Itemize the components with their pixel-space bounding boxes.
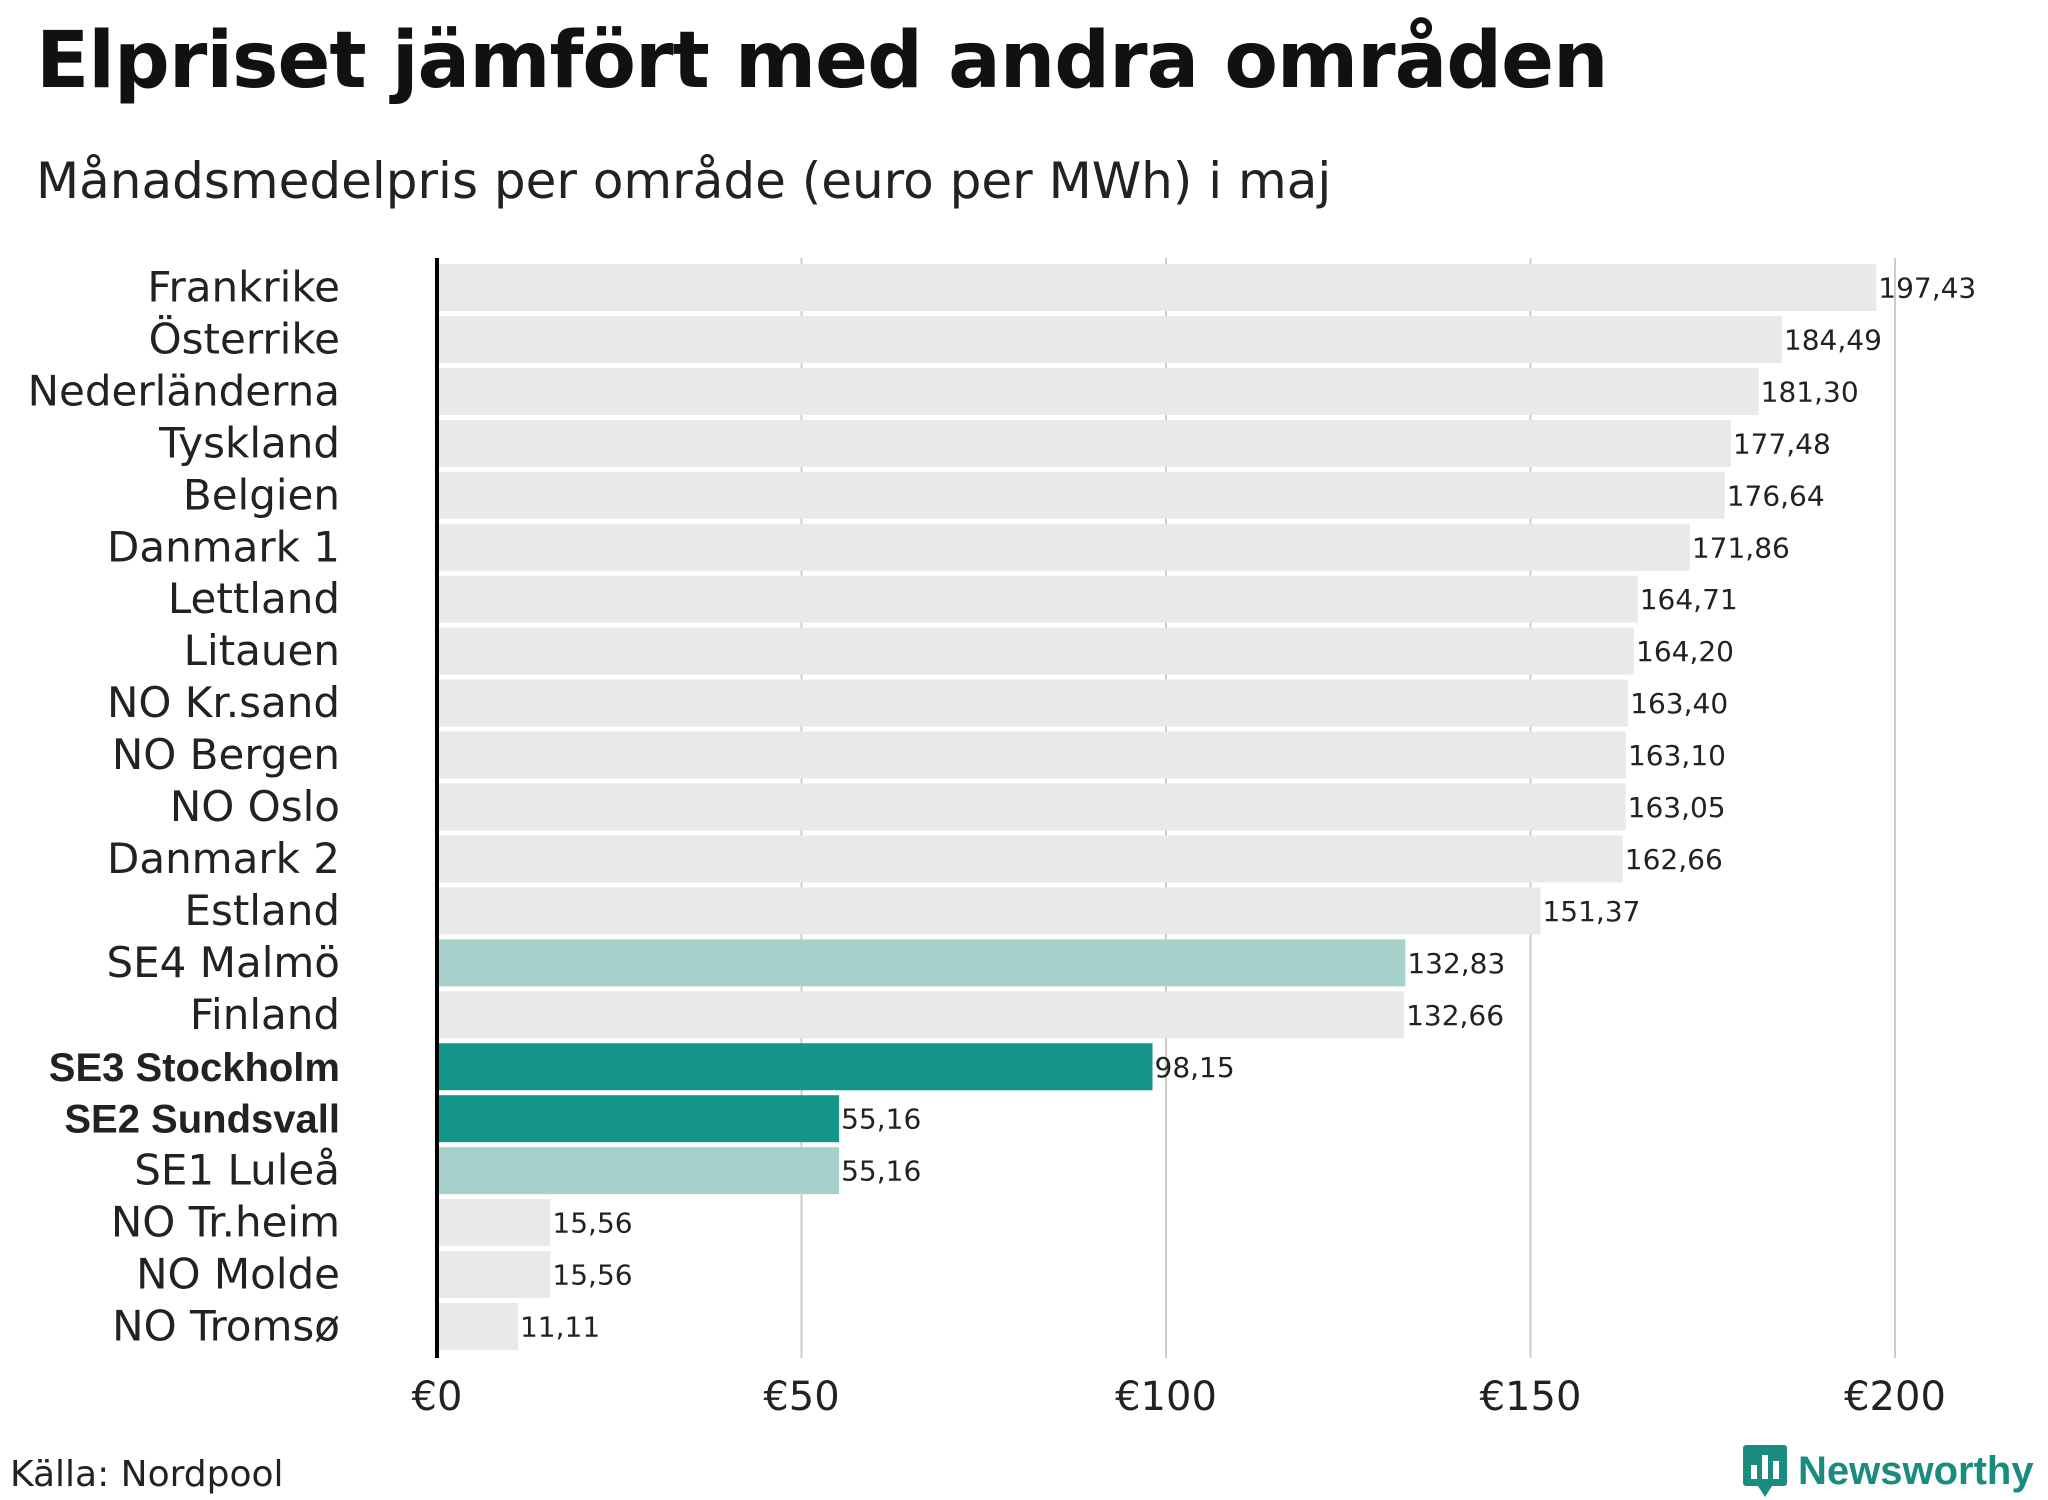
category-label: SE4 Malmö: [106, 938, 340, 987]
category-label: NO Bergen: [112, 730, 340, 779]
bar: [437, 1147, 840, 1195]
bar: [437, 1251, 551, 1299]
category-label: Frankrike: [147, 263, 340, 312]
value-label: 98,15: [1155, 1051, 1235, 1084]
category-label: SE1 Luleå: [134, 1146, 340, 1195]
value-label: 164,20: [1636, 635, 1734, 668]
newsworthy-logo-icon: [1743, 1445, 1787, 1497]
x-tick-label: €150: [1480, 1374, 1582, 1420]
value-label: 55,16: [841, 1155, 921, 1188]
value-label: 184,49: [1784, 323, 1882, 356]
brand-name: Newsworthy: [1798, 1448, 2034, 1493]
x-tick-label: €50: [763, 1374, 839, 1420]
value-label: 181,30: [1761, 375, 1859, 408]
value-label: 163,40: [1630, 687, 1728, 720]
category-label: Litauen: [184, 626, 340, 675]
value-label: 163,05: [1628, 791, 1726, 824]
category-label: Nederländerna: [28, 366, 340, 415]
category-label: Belgien: [183, 470, 340, 519]
source-note: Källa: Nordpool: [10, 1454, 284, 1495]
value-label: 176,64: [1727, 479, 1825, 512]
bar: [437, 627, 1635, 675]
category-label: Österrike: [149, 313, 340, 363]
category-label: Lettland: [168, 574, 340, 623]
bar: [437, 1199, 551, 1247]
value-label: 162,66: [1625, 843, 1723, 876]
value-label: 163,10: [1628, 739, 1726, 772]
category-label: Danmark 1: [107, 522, 340, 571]
category-label: SE2 Sundsvall: [64, 1098, 340, 1142]
bar: [437, 264, 1877, 311]
bar: [437, 1043, 1153, 1091]
bar: [437, 471, 1725, 519]
category-label: NO Tr.heim: [111, 1198, 340, 1247]
category-label: Danmark 2: [107, 834, 340, 883]
category-label: Estland: [184, 886, 340, 935]
bar: [437, 887, 1541, 935]
value-label: 132,83: [1407, 947, 1505, 980]
value-label: 177,48: [1733, 427, 1831, 460]
bar: [437, 731, 1626, 779]
chart-title: Elpriset jämfört med andra områden: [36, 16, 1609, 106]
bar: [437, 679, 1629, 727]
bar: [437, 835, 1623, 883]
category-label: Tyskland: [158, 418, 340, 467]
value-label: 197,43: [1878, 272, 1976, 305]
category-label: NO Oslo: [170, 782, 340, 831]
x-tick-label: €200: [1844, 1374, 1946, 1420]
value-label: 55,16: [841, 1103, 921, 1136]
category-label: NO Molde: [136, 1250, 340, 1299]
bar: [437, 783, 1626, 831]
bar-chart: Frankrike 197,43 Österrike 184,49 Nederlände…: [28, 258, 1976, 1420]
value-label: 171,86: [1692, 531, 1790, 564]
bar: [437, 1095, 840, 1143]
chart-subtitle: Månadsmedelpris per område (euro per MWh…: [36, 152, 1332, 210]
bar: [437, 991, 1405, 1039]
bar: [437, 419, 1731, 467]
value-label: 15,56: [552, 1207, 632, 1240]
value-label: 11,11: [520, 1311, 600, 1344]
value-label: 151,37: [1542, 895, 1640, 928]
value-label: 164,71: [1640, 583, 1738, 616]
category-label: Finland: [190, 990, 340, 1039]
value-label: 132,66: [1406, 999, 1504, 1032]
category-label: NO Kr.sand: [107, 678, 340, 727]
category-label: NO Tromsø: [112, 1302, 340, 1351]
bar: [437, 523, 1690, 571]
bar: [437, 1303, 518, 1350]
x-tick-label: €0: [412, 1374, 463, 1420]
bar: [437, 575, 1638, 623]
x-tick-label: €100: [1115, 1374, 1217, 1420]
bar: [437, 939, 1406, 987]
bar: [437, 367, 1759, 415]
category-label: SE3 Stockholm: [49, 1046, 340, 1090]
value-label: 15,56: [552, 1259, 632, 1292]
bar: [437, 315, 1782, 363]
newsworthy-logo: Newsworthy: [1742, 1443, 2034, 1499]
